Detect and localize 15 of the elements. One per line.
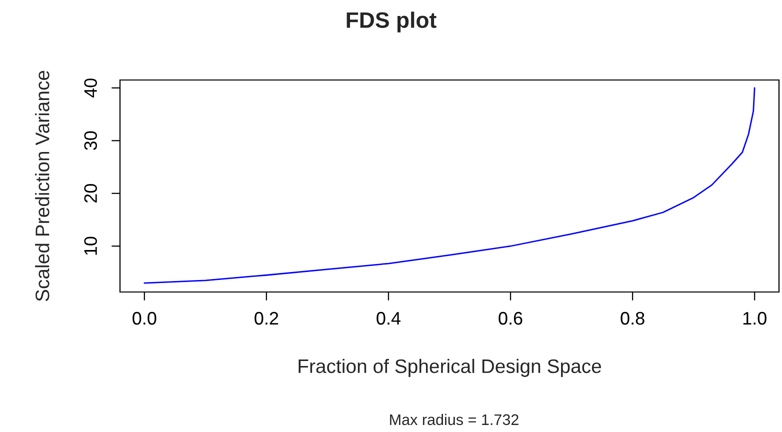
- chart-title: FDS plot: [346, 12, 436, 32]
- y-axis-title: Scaled Prediction Variance: [35, 70, 50, 302]
- y-tick-label: 30: [84, 131, 97, 150]
- line-series: [144, 87, 756, 284]
- x-tick-label: 0.8: [620, 312, 644, 325]
- text: Max radius = 1.732: [390, 414, 518, 426]
- y-tick-label: 20: [84, 184, 97, 203]
- x-tick-label: 0.2: [254, 312, 278, 325]
- y-tick-label: 10: [84, 236, 97, 255]
- x-tick-label: 0.0: [132, 312, 156, 325]
- x-tick-label: 0.4: [376, 312, 401, 325]
- x-tick-label: 0.6: [498, 312, 522, 325]
- y-tick-label: 40: [84, 78, 97, 98]
- x-axis-title: Fraction of Spherical Design Space: [298, 358, 602, 377]
- x-tick-label: 1.0: [743, 312, 766, 325]
